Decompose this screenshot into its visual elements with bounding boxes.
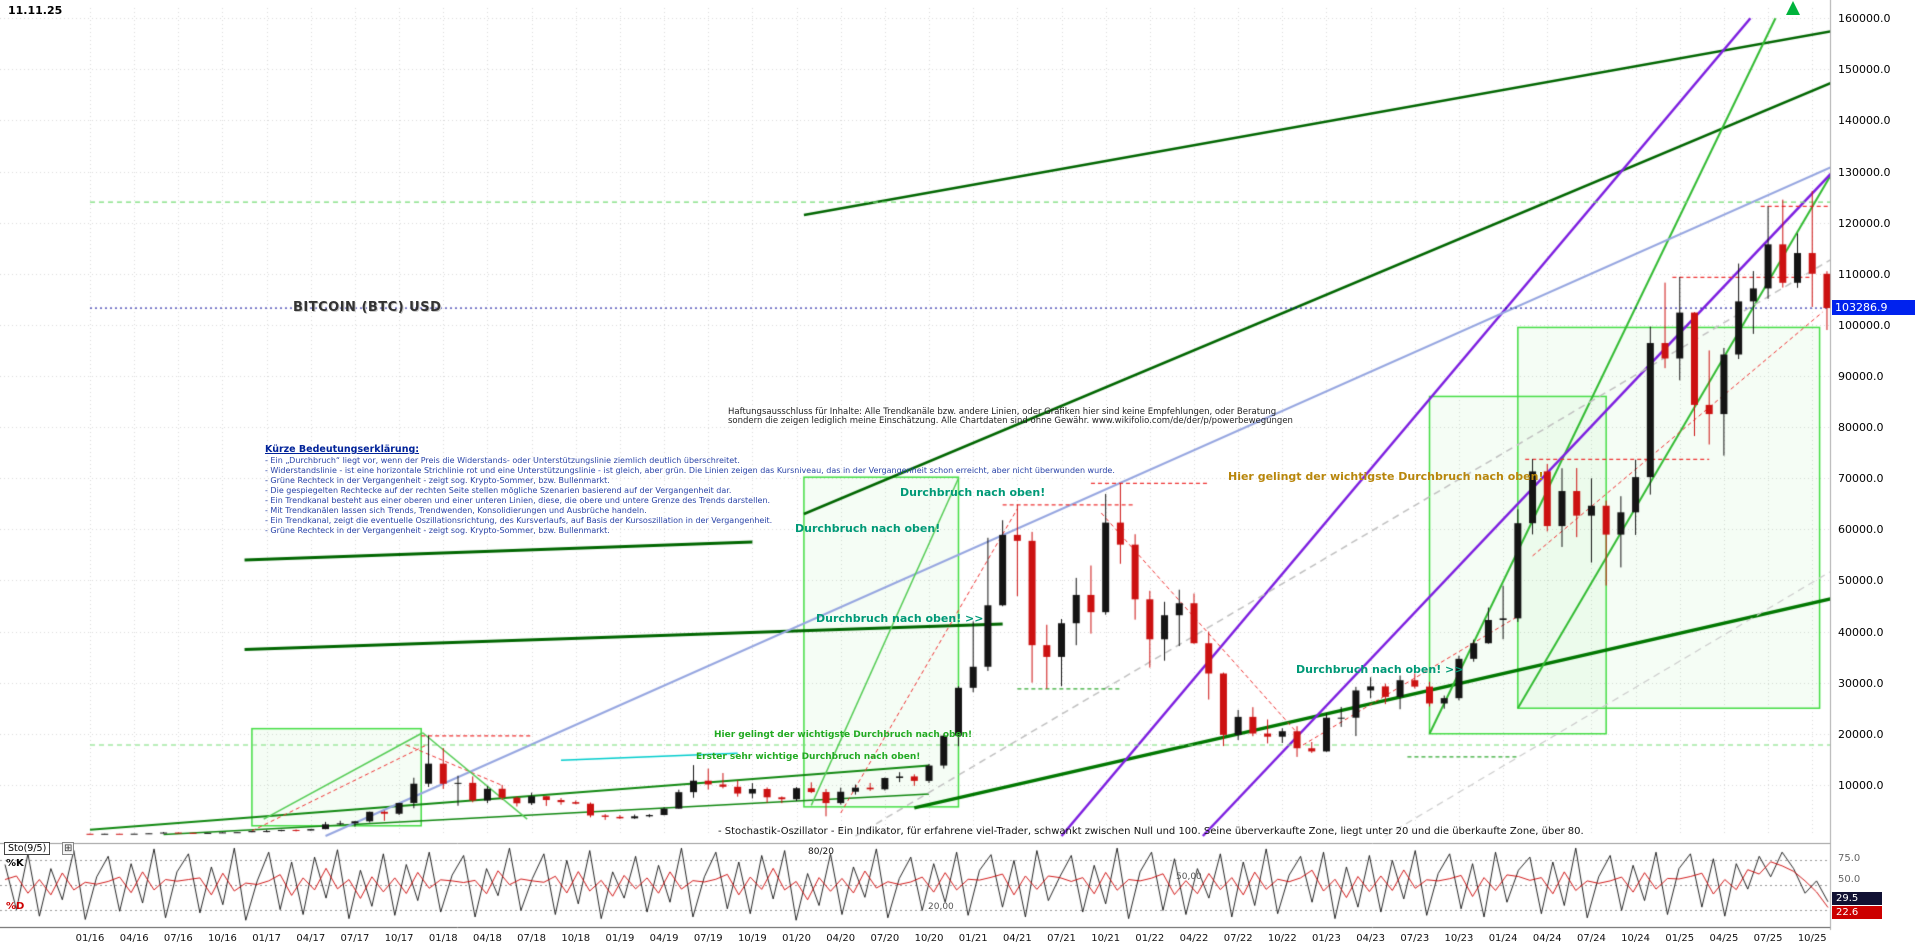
- legend-bullet: - Ein Trendkanal, zeigt die eventuelle O…: [265, 516, 773, 525]
- y-axis-label: 30000.0: [1838, 676, 1884, 690]
- breakout-annotation: Hier gelingt der wichtigste Durchbruch n…: [1228, 470, 1544, 483]
- x-axis-label: 04/20: [826, 933, 856, 944]
- x-axis-label: 07/17: [340, 933, 370, 944]
- y-axis-label: 160000.0: [1838, 12, 1891, 26]
- y-axis-label: 140000.0: [1838, 114, 1891, 128]
- k-value-badge: 29.5: [1832, 892, 1882, 905]
- x-axis-label: 01/21: [958, 933, 988, 944]
- legend-bullet: - Ein „Durchbruch“ liegt vor, wenn der P…: [265, 456, 740, 465]
- y-axis-label: 110000.0: [1838, 267, 1891, 281]
- x-axis-label: 04/25: [1709, 933, 1739, 944]
- x-axis-label: 10/21: [1091, 933, 1121, 944]
- x-axis-label: 10/18: [561, 933, 591, 944]
- x-axis-label: 01/24: [1488, 933, 1518, 944]
- legend-bullet: - Ein Trendkanal besteht aus einer obere…: [265, 496, 771, 505]
- x-axis-label: 04/16: [119, 933, 149, 944]
- y-axis-label: 150000.0: [1838, 63, 1891, 77]
- x-axis-label: 07/20: [870, 933, 900, 944]
- y-axis-label: 100000.0: [1838, 318, 1891, 332]
- x-axis-label: 07/25: [1753, 933, 1783, 944]
- x-axis-label: 10/20: [914, 933, 944, 944]
- x-axis-label: 07/16: [163, 933, 193, 944]
- disclaimer-line-1: Haftungsausschluss für Inhalte: Alle Tre…: [728, 407, 1277, 417]
- x-axis-label: 10/16: [208, 933, 237, 944]
- x-axis-label: 01/18: [428, 933, 458, 944]
- legend-bullet: - Grüne Rechteck in der Vergangenheit - …: [265, 526, 610, 535]
- date-label: 11.11.25: [8, 4, 63, 17]
- y-axis-label: 60000.0: [1838, 523, 1884, 537]
- x-axis-label: 10/17: [384, 933, 414, 944]
- y-axis-label: 50000.0: [1838, 574, 1884, 588]
- x-axis-label: 01/23: [1312, 933, 1341, 944]
- oscillator-axis-label-50: 50.0: [1838, 874, 1861, 885]
- x-axis-label: 01/20: [782, 933, 811, 944]
- x-axis-label: 04/19: [649, 933, 679, 944]
- d-series-label: %D: [6, 901, 25, 912]
- breakout-annotation: Durchbruch nach oben!: [795, 522, 941, 535]
- y-axis-label: 40000.0: [1838, 625, 1884, 639]
- x-axis-label: 07/18: [517, 933, 546, 944]
- disclaimer-line-2: sondern die zeigen lediglich meine Einsc…: [728, 416, 1293, 426]
- y-axis-label: 130000.0: [1838, 165, 1891, 179]
- oscillator-level-label-50: 50,00: [1176, 872, 1202, 882]
- k-series-label: %K: [6, 858, 24, 869]
- y-axis-label: 80000.0: [1838, 421, 1884, 435]
- x-axis-label: 04/17: [296, 933, 326, 944]
- x-axis-label: 10/22: [1267, 933, 1297, 944]
- y-axis-label: 90000.0: [1838, 370, 1884, 383]
- y-axis-label: 70000.0: [1838, 472, 1884, 486]
- x-axis-label: 07/22: [1223, 933, 1253, 944]
- breakout-annotation: Durchbruch nach oben! >>: [1296, 663, 1464, 676]
- x-axis-label: 01/17: [252, 933, 282, 944]
- x-axis-label: 10/25: [1797, 933, 1827, 944]
- oscillator-level-label-20: 20,00: [928, 902, 954, 912]
- stochastic-note: - Stochastik-Oszillator - Ein Indikator,…: [718, 826, 1584, 837]
- x-axis-label: 04/22: [1179, 933, 1209, 944]
- legend-bullet: - Grüne Rechteck in der Vergangenheit - …: [265, 476, 610, 485]
- legend-heading: Kürze Bedeutungserklärung:: [265, 444, 420, 455]
- x-axis-label: 10/19: [737, 933, 767, 944]
- x-axis-label: 07/21: [1047, 933, 1076, 944]
- x-axis-label: 10/23: [1444, 933, 1474, 944]
- x-axis-label: 10/24: [1621, 933, 1650, 944]
- legend-bullet: - Widerstandslinie - ist eine horizontal…: [265, 466, 1115, 475]
- x-axis-label: 04/23: [1356, 933, 1386, 944]
- x-axis-label: 04/18: [473, 933, 502, 944]
- x-axis-label: 01/16: [75, 933, 105, 944]
- chart-title: BITCOIN (BTC) USD: [293, 300, 442, 315]
- oscillator-level-label-80-20: 80/20: [808, 847, 834, 857]
- breakout-annotation: Durchbruch nach oben! >>: [816, 612, 984, 625]
- x-axis-label: 07/23: [1400, 933, 1430, 944]
- x-axis-label: 01/25: [1665, 933, 1695, 944]
- indicator-settings-button[interactable]: Sto(9/5): [4, 842, 51, 855]
- breakout-annotation: Durchbruch nach oben!: [900, 486, 1046, 499]
- breakout-annotation: Erster sehr wichtige Durchbruch nach obe…: [696, 752, 921, 762]
- x-axis-label: 07/24: [1577, 933, 1606, 944]
- oscillator-axis-label-75: 75.0: [1838, 853, 1861, 864]
- x-axis-label: 04/21: [1002, 933, 1032, 944]
- legend-bullet: - Mit Trendkanälen lassen sich Trends, T…: [265, 506, 647, 515]
- cursor-arrow-icon: [1786, 1, 1801, 20]
- y-axis-label: 120000.0: [1838, 216, 1891, 230]
- d-value-badge: 22.6: [1832, 906, 1882, 919]
- x-axis-label: 07/19: [693, 933, 723, 944]
- x-axis-label: 01/19: [605, 933, 635, 944]
- x-axis-label: 01/22: [1135, 933, 1165, 944]
- x-axis-label: 04/24: [1532, 933, 1562, 944]
- legend-bullet: - Die gespiegelten Rechtecke auf der rec…: [265, 486, 732, 495]
- y-axis-label: 20000.0: [1838, 727, 1884, 741]
- current-price-badge: 103286.9: [1832, 300, 1915, 315]
- breakout-annotation: Hier gelingt der wichtigste Durchbruch n…: [714, 730, 973, 740]
- y-axis-label: 10000.0: [1838, 778, 1884, 792]
- expand-icon[interactable]: ⊞: [62, 842, 75, 855]
